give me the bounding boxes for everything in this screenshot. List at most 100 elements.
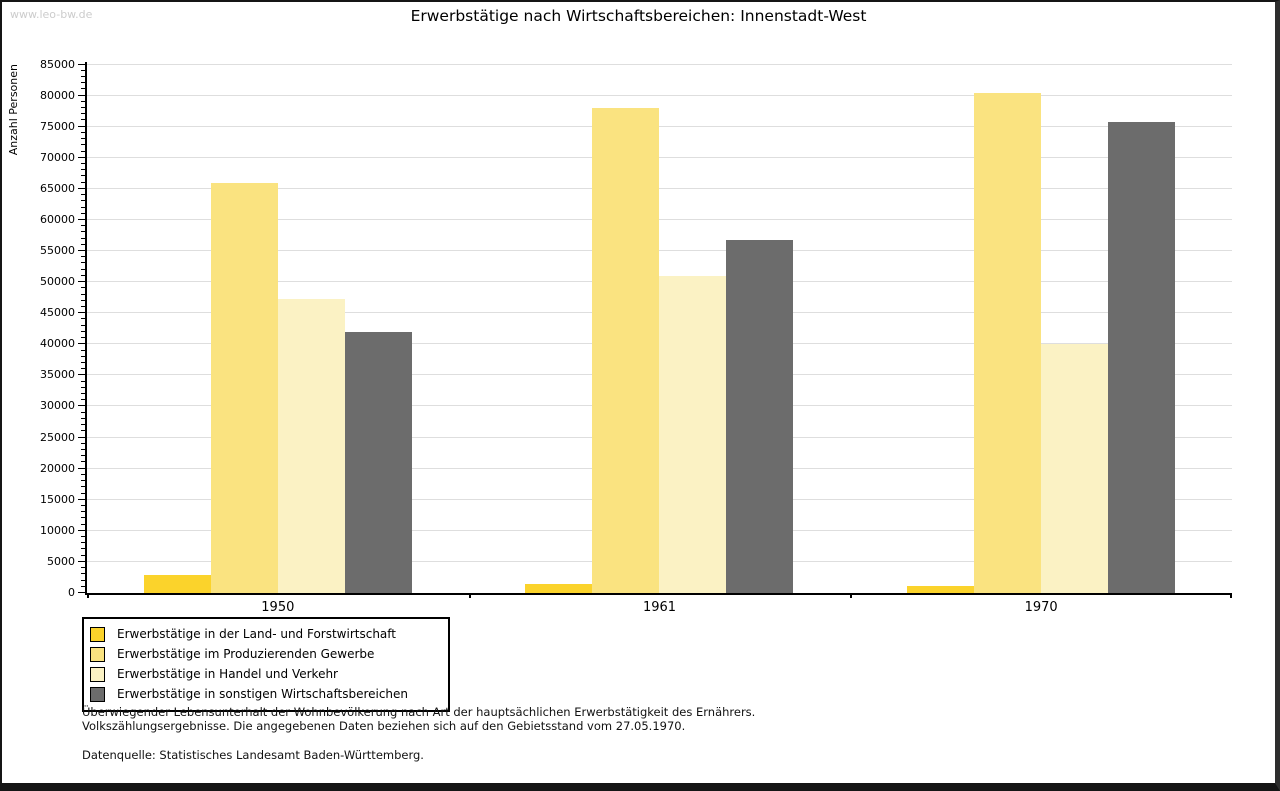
y-minor-tick <box>81 268 85 270</box>
y-minor-tick <box>81 69 85 71</box>
y-minor-tick <box>81 119 85 121</box>
y-minor-tick <box>81 175 85 177</box>
y-minor-tick <box>81 206 85 208</box>
y-minor-tick <box>81 75 85 77</box>
y-minor-tick <box>81 131 85 133</box>
y-minor-tick <box>81 287 85 289</box>
y-minor-tick <box>81 579 85 581</box>
y-major-tick <box>78 312 85 314</box>
y-minor-tick <box>81 274 85 276</box>
y-minor-tick <box>81 380 85 382</box>
bar <box>726 240 794 593</box>
y-minor-tick <box>81 480 85 482</box>
y-minor-tick <box>81 486 85 488</box>
y-minor-tick <box>81 212 85 214</box>
legend-swatch <box>90 626 105 642</box>
y-tick-label: 20000 <box>40 461 75 475</box>
x-axis-tick <box>1230 593 1232 598</box>
legend-item: Erwerbstätige in sonstigen Wirtschaftsbe… <box>90 684 440 704</box>
y-minor-tick <box>81 523 85 525</box>
y-minor-tick <box>81 393 85 395</box>
y-minor-tick <box>81 324 85 326</box>
y-tick-label: 80000 <box>40 88 75 102</box>
y-major-tick <box>78 498 85 500</box>
watermark: www.leo-bw.de <box>10 8 93 21</box>
y-minor-tick <box>81 504 85 506</box>
y-tick-label: 50000 <box>40 275 75 289</box>
y-tick-label: 55000 <box>40 244 75 258</box>
legend-item: Erwerbstätige im Produzierenden Gewerbe <box>90 644 440 664</box>
y-minor-tick <box>81 511 85 513</box>
x-axis-tick <box>468 593 471 598</box>
y-minor-tick <box>81 299 85 301</box>
y-minor-tick <box>81 150 85 152</box>
y-minor-tick <box>81 573 85 575</box>
y-tick-label: 5000 <box>47 554 75 568</box>
y-minor-tick <box>81 169 85 171</box>
bar <box>1108 122 1176 593</box>
bar <box>907 586 975 593</box>
footnotes: Überwiegender Lebensunterhalt der Wohnbe… <box>82 705 756 733</box>
legend-label: Erwerbstätige in Handel und Verkehr <box>117 667 338 681</box>
bar <box>143 574 211 593</box>
legend-swatch <box>90 666 105 682</box>
y-tick-label: 25000 <box>40 430 75 444</box>
y-major-tick <box>78 218 85 220</box>
footnote-line-2: Volkszählungsergebnisse. Die angegebenen… <box>82 718 686 733</box>
y-major-tick <box>78 125 85 127</box>
y-minor-tick <box>81 361 85 363</box>
footnote-line-1: Überwiegender Lebensunterhalt der Wohnbe… <box>82 705 756 719</box>
y-minor-tick <box>81 542 85 544</box>
y-minor-tick <box>81 368 85 370</box>
y-tick-label: 75000 <box>40 119 75 133</box>
bar <box>592 108 660 593</box>
legend-swatch <box>90 646 105 662</box>
legend-label: Erwerbstätige im Produzierenden Gewerbe <box>117 647 375 661</box>
y-minor-tick <box>81 417 85 419</box>
y-tick-label: 15000 <box>40 492 75 506</box>
bar-group <box>469 62 851 593</box>
gridline <box>87 156 1232 158</box>
y-axis-title: Anzahl Personen <box>7 64 20 156</box>
x-category-label: 1961 <box>642 600 677 615</box>
y-tick-label: 0 <box>68 586 75 599</box>
y-minor-tick <box>81 449 85 450</box>
y-minor-tick <box>81 318 85 320</box>
bar <box>525 583 593 593</box>
y-tick-label: 60000 <box>40 212 75 226</box>
y-major-tick <box>78 374 85 376</box>
y-minor-tick <box>81 225 85 227</box>
y-minor-tick <box>81 492 85 494</box>
y-minor-tick <box>81 293 85 295</box>
y-major-tick <box>78 94 85 96</box>
gridline <box>87 250 1232 252</box>
x-category-label: 1950 <box>261 600 295 615</box>
bar-group <box>850 62 1232 593</box>
legend-swatch <box>90 686 105 702</box>
legend-label: Erwerbstätige in sonstigen Wirtschaftsbe… <box>117 687 409 701</box>
y-minor-tick <box>81 430 85 432</box>
y-major-tick <box>78 467 85 469</box>
gridline <box>87 63 1232 65</box>
y-minor-tick <box>81 473 85 475</box>
y-minor-tick <box>81 585 85 587</box>
y-tick-label: 30000 <box>40 399 75 413</box>
y-major-tick <box>78 63 85 65</box>
y-minor-tick <box>81 262 85 264</box>
y-minor-tick <box>81 88 85 90</box>
y-minor-tick <box>81 455 85 457</box>
y-minor-tick <box>81 162 85 164</box>
y-major-tick <box>78 436 85 438</box>
y-tick-label: 10000 <box>40 523 75 537</box>
y-minor-tick <box>81 306 85 307</box>
y-minor-tick <box>81 337 85 339</box>
y-major-tick <box>78 592 85 593</box>
gridline <box>87 218 1232 220</box>
y-minor-tick <box>81 355 85 357</box>
y-minor-tick <box>81 424 85 426</box>
chart-title: Erwerbstätige nach Wirtschaftsbereichen:… <box>410 7 867 25</box>
y-tick-label: 35000 <box>40 368 75 382</box>
legend-item: Erwerbstätige in der Land- und Forstwirt… <box>90 624 440 644</box>
data-source: Datenquelle: Statistisches Landesamt Bad… <box>82 748 424 762</box>
